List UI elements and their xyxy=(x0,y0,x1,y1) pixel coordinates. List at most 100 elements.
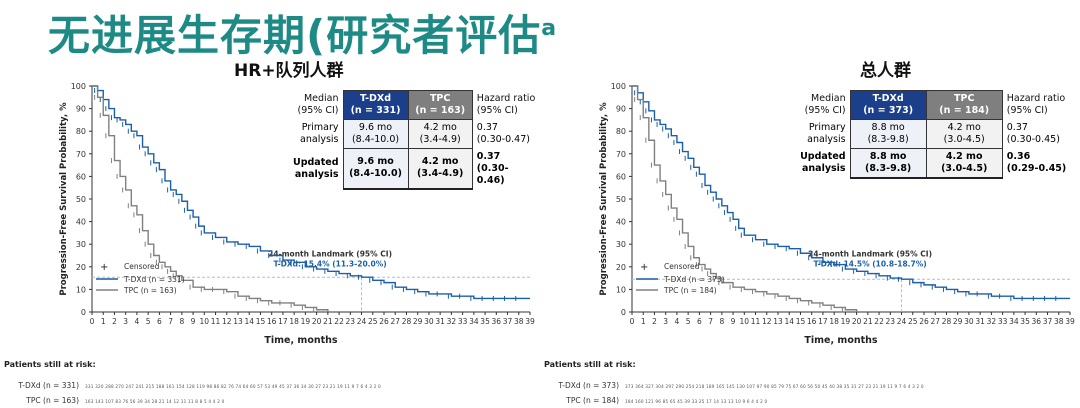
x-tick-label: 1 xyxy=(101,317,106,326)
row-updated: Updated analysis 9.6 mo (8.4-10.0) 4.2 mo(… xyxy=(276,148,540,190)
x-tick-label: 31 xyxy=(435,317,445,326)
header-label: Median (95% CI) xyxy=(804,93,846,116)
x-tick-label: 7 xyxy=(708,317,713,326)
x-tick-label: 5 xyxy=(686,317,691,326)
x-tick-label: 11 xyxy=(751,317,761,326)
x-tick-label: 27 xyxy=(390,317,400,326)
y-tick-label: 50 xyxy=(76,195,86,204)
x-tick-label: 30 xyxy=(964,317,974,326)
risk-row-tpc: TPC (n = 184) 184 160 121 96 85 65 45 39 … xyxy=(566,396,768,405)
risk-table-header: Patients still at risk: xyxy=(544,360,636,369)
x-tick-label: 19 xyxy=(301,317,311,326)
x-tick-label: 15 xyxy=(796,317,806,326)
x-tick-label: 20 xyxy=(312,317,322,326)
x-tick-label: 37 xyxy=(503,317,513,326)
x-tick-label: 1 xyxy=(641,317,646,326)
x-tick-label: 14 xyxy=(244,317,254,326)
x-tick-label: 25 xyxy=(368,317,378,326)
x-tick-label: 23 xyxy=(886,317,896,326)
y-axis-label: Progression-Free Survival Probability, % xyxy=(59,102,69,296)
x-tick-label: 33 xyxy=(998,317,1008,326)
slide-title: 无进展生存期(研究者评估a xyxy=(48,11,558,60)
tpc-curve xyxy=(632,85,858,312)
x-tick-label: 20 xyxy=(852,317,862,326)
y-tick-label: 90 xyxy=(76,105,86,114)
x-tick-label: 18 xyxy=(829,317,839,326)
x-tick-label: 25 xyxy=(908,317,918,326)
x-tick-label: 6 xyxy=(697,317,702,326)
x-tick-label: 35 xyxy=(480,317,490,326)
legend-tdxd: T-DXd (n = 373) xyxy=(663,275,725,284)
x-tick-label: 35 xyxy=(1020,317,1030,326)
x-tick-label: 36 xyxy=(492,317,502,326)
x-tick-label: 15 xyxy=(256,317,266,326)
x-tick-label: 38 xyxy=(514,317,524,326)
panel-overall: 总人群 0 10 20 30 40 50 60 70 80 90 100 0 1 2 3 4 5 6 7 8 9 10 11… xyxy=(540,50,1080,408)
y-tick-label: 80 xyxy=(76,127,86,136)
x-tick-label: 2 xyxy=(112,317,117,326)
x-tick-label: 10 xyxy=(200,317,210,326)
header-hr: Hazard ratio (95% CI) xyxy=(476,93,536,116)
x-tick-label: 32 xyxy=(447,317,457,326)
header-tdxd: T-DXd (n = 373) xyxy=(849,90,927,120)
x-tick-label: 17 xyxy=(278,317,288,326)
x-tick-label: 4 xyxy=(135,317,140,326)
x-tick-label: 28 xyxy=(942,317,952,326)
panel-title: HR+队列人群 xyxy=(234,61,344,81)
tdxd-curve xyxy=(92,85,530,300)
x-tick-label: 27 xyxy=(930,317,940,326)
x-tick-label: 16 xyxy=(267,317,277,326)
median-pfs-table: Median (95% CI) T-DXd (n = 373) TPC (n = 18… xyxy=(778,90,1080,179)
x-tick-label: 31 xyxy=(975,317,985,326)
y-tick-label: 60 xyxy=(616,172,626,181)
y-tick-label: 100 xyxy=(71,82,86,91)
tdxd-curve xyxy=(632,85,1070,300)
x-tick-label: 22 xyxy=(874,317,884,326)
x-tick-label: 14 xyxy=(784,317,794,326)
x-tick-label: 0 xyxy=(630,317,635,326)
x-tick-label: 33 xyxy=(458,317,468,326)
y-tick-label: 0 xyxy=(621,308,626,317)
x-tick-label: 23 xyxy=(346,317,356,326)
landmark-label: 24-month Landmark (95% CI) xyxy=(808,250,932,259)
x-tick-label: 21 xyxy=(323,317,333,326)
row-updated: Updated analysis 8.8 mo (8.3-9.8) 4.2 mo (3… xyxy=(778,148,1080,179)
row-primary: Primary analysis 8.8 mo (8.3-9.8) 4.2 mo (3… xyxy=(778,119,1080,149)
x-tick-label: 17 xyxy=(818,317,828,326)
y-tick-label: 50 xyxy=(616,195,626,204)
y-tick-label: 0 xyxy=(81,308,86,317)
risk-row-tdxd: T-DXd (n = 373) 373 364 327 304 297 290 2… xyxy=(558,381,924,390)
y-tick-label: 10 xyxy=(616,285,626,294)
x-tick-label: 24 xyxy=(897,317,907,326)
x-tick-label: 9 xyxy=(191,317,196,326)
y-tick-label: 90 xyxy=(616,105,626,114)
x-tick-label: 7 xyxy=(168,317,173,326)
y-axis-label: Progression-Free Survival Probability, % xyxy=(599,102,609,296)
x-tick-label: 38 xyxy=(1054,317,1064,326)
x-axis-label: Time, months xyxy=(804,335,877,346)
header-tpc: TPC (n = 184) xyxy=(925,90,1003,120)
x-tick-label: 12 xyxy=(222,317,232,326)
x-tick-label: 26 xyxy=(919,317,929,326)
x-tick-label: 36 xyxy=(1032,317,1042,326)
x-tick-label: 34 xyxy=(1009,317,1019,326)
x-tick-label: 39 xyxy=(525,317,535,326)
tpc-curve xyxy=(92,85,329,312)
y-tick-label: 40 xyxy=(616,218,626,227)
x-tick-label: 5 xyxy=(146,317,151,326)
x-tick-label: 37 xyxy=(1043,317,1053,326)
x-tick-label: 8 xyxy=(179,317,184,326)
landmark-label: 24-month Landmark (95% CI) xyxy=(268,250,392,259)
x-tick-label: 13 xyxy=(773,317,783,326)
x-tick-label: 6 xyxy=(157,317,162,326)
x-tick-label: 2 xyxy=(652,317,657,326)
x-tick-label: 19 xyxy=(841,317,851,326)
legend-censor-symbol: + xyxy=(100,262,108,273)
y-tick-label: 100 xyxy=(611,82,626,91)
x-tick-label: 39 xyxy=(1065,317,1075,326)
legend-tpc: TPC (n = 184) xyxy=(663,286,717,295)
row-primary: Primary analysis 9.6 mo (8.4-10.0) 4.2 mo(… xyxy=(276,119,540,149)
median-pfs-table: Median (95% CI) T-DXd (n = 331) TPC (n = 16… xyxy=(276,90,540,190)
